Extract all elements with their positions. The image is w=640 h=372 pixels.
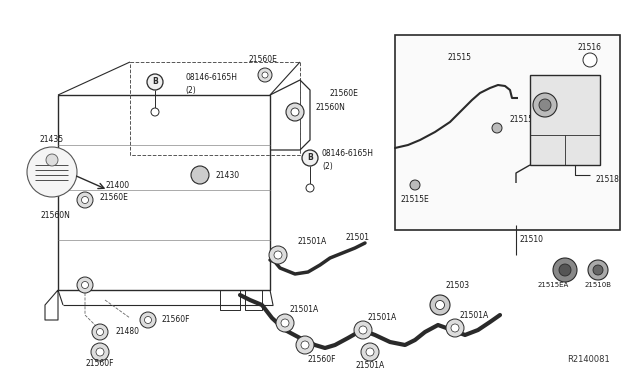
- Circle shape: [306, 184, 314, 192]
- Circle shape: [191, 166, 209, 184]
- Text: (2): (2): [185, 86, 196, 94]
- Text: 21400: 21400: [105, 180, 129, 189]
- Circle shape: [27, 147, 77, 197]
- Text: 21560F: 21560F: [308, 356, 337, 365]
- Text: R2140081: R2140081: [567, 356, 610, 365]
- Circle shape: [533, 93, 557, 117]
- Text: 21501A: 21501A: [290, 305, 319, 314]
- Circle shape: [276, 314, 294, 332]
- Text: 21518: 21518: [595, 176, 619, 185]
- Text: 21560E: 21560E: [100, 192, 129, 202]
- Circle shape: [281, 319, 289, 327]
- Text: 21560N: 21560N: [40, 211, 70, 219]
- Circle shape: [258, 68, 272, 82]
- Circle shape: [262, 72, 268, 78]
- Circle shape: [274, 251, 282, 259]
- Circle shape: [588, 260, 608, 280]
- Circle shape: [296, 336, 314, 354]
- Circle shape: [147, 74, 163, 90]
- Circle shape: [366, 348, 374, 356]
- Text: 21510B: 21510B: [584, 282, 611, 288]
- Bar: [395, 35, 620, 230]
- Text: 21560E: 21560E: [248, 55, 277, 64]
- Text: 21480: 21480: [115, 327, 139, 337]
- Circle shape: [553, 258, 577, 282]
- Text: B: B: [307, 154, 313, 163]
- Circle shape: [269, 246, 287, 264]
- Text: (2): (2): [322, 161, 333, 170]
- Circle shape: [91, 343, 109, 361]
- Text: 08146-6165H: 08146-6165H: [185, 74, 237, 83]
- Text: B: B: [152, 77, 158, 87]
- Circle shape: [96, 348, 104, 356]
- Text: 21560F: 21560F: [162, 315, 191, 324]
- Text: 21515EA: 21515EA: [538, 282, 568, 288]
- Circle shape: [291, 108, 299, 116]
- Text: 21515E: 21515E: [510, 115, 539, 125]
- Text: 21501A: 21501A: [460, 311, 489, 320]
- Text: 21501A: 21501A: [355, 360, 385, 369]
- Circle shape: [81, 196, 88, 203]
- Text: 21510: 21510: [520, 235, 544, 244]
- Circle shape: [593, 265, 603, 275]
- Text: 21516: 21516: [578, 42, 602, 51]
- Circle shape: [435, 301, 445, 310]
- Circle shape: [359, 326, 367, 334]
- Circle shape: [151, 108, 159, 116]
- Circle shape: [77, 192, 93, 208]
- Text: 21501: 21501: [345, 232, 369, 241]
- Circle shape: [361, 343, 379, 361]
- Circle shape: [492, 123, 502, 133]
- Text: 21515: 21515: [448, 54, 472, 62]
- Circle shape: [559, 264, 571, 276]
- Circle shape: [410, 180, 420, 190]
- Text: 21435: 21435: [40, 135, 64, 144]
- Text: 21503: 21503: [445, 282, 469, 291]
- Text: 21501A: 21501A: [368, 314, 397, 323]
- Circle shape: [286, 103, 304, 121]
- Circle shape: [77, 277, 93, 293]
- Text: 21501A: 21501A: [298, 237, 327, 246]
- Text: 21560N: 21560N: [315, 103, 345, 112]
- Circle shape: [539, 99, 551, 111]
- Circle shape: [46, 154, 58, 166]
- Circle shape: [81, 282, 88, 289]
- Circle shape: [302, 150, 318, 166]
- Text: 21560F: 21560F: [86, 359, 115, 369]
- Circle shape: [97, 328, 104, 336]
- Circle shape: [301, 341, 309, 349]
- Circle shape: [430, 295, 450, 315]
- Circle shape: [446, 319, 464, 337]
- Text: 08146-6165H: 08146-6165H: [322, 150, 374, 158]
- Text: 21430: 21430: [215, 170, 239, 180]
- Circle shape: [583, 53, 597, 67]
- Circle shape: [145, 317, 152, 324]
- Circle shape: [140, 312, 156, 328]
- Circle shape: [92, 324, 108, 340]
- Text: 21515E: 21515E: [401, 196, 429, 205]
- Circle shape: [354, 321, 372, 339]
- Text: 21560E: 21560E: [330, 90, 359, 99]
- Bar: [530, 75, 600, 165]
- Circle shape: [451, 324, 459, 332]
